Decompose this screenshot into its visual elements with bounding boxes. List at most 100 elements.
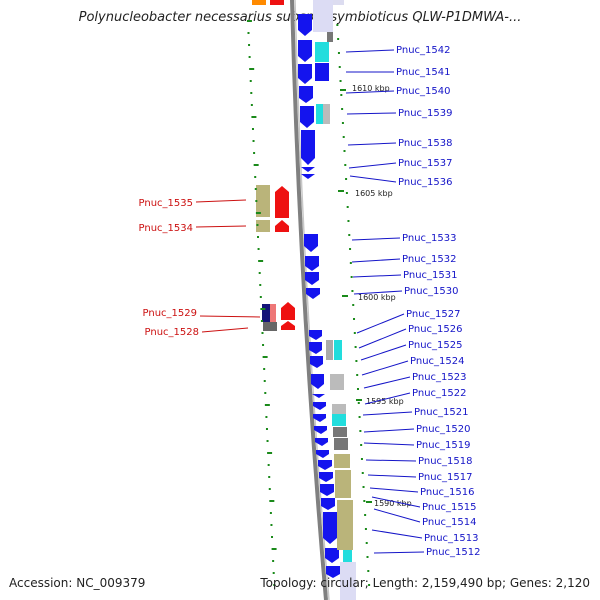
gc-content-dot xyxy=(359,430,362,432)
reverse-gene-label[interactable]: Pnuc_1529 xyxy=(143,308,197,319)
gc-skew-dot xyxy=(257,248,260,250)
accession-label: Accession: NC_009379 xyxy=(9,576,146,590)
cog-boxes xyxy=(315,42,356,600)
gene-label-leader xyxy=(371,529,423,539)
forward-gene-label[interactable]: Pnuc_1516 xyxy=(420,487,474,498)
feature-fragment xyxy=(252,0,266,5)
forward-gene-label[interactable]: Pnuc_1512 xyxy=(426,547,480,558)
kbp-tick-mark xyxy=(340,89,346,91)
gc-skew-dot xyxy=(264,392,267,394)
gene-arrow xyxy=(310,356,323,368)
gc-skew-dot xyxy=(269,500,275,502)
gene-arrow xyxy=(312,394,325,398)
gc-skew-dots xyxy=(246,20,371,586)
gene-arrow xyxy=(298,40,312,62)
gc-skew-dot xyxy=(265,416,268,418)
gene-label-leader xyxy=(345,49,395,53)
gc-content-dot xyxy=(357,402,360,404)
gc-skew-dot xyxy=(248,44,251,46)
forward-gene-label[interactable]: Pnuc_1518 xyxy=(418,456,472,467)
forward-gene-label[interactable]: Pnuc_1536 xyxy=(398,177,452,188)
gc-skew-dot xyxy=(268,488,271,490)
gc-content-dot xyxy=(355,360,358,362)
gc-content-dot xyxy=(339,80,342,82)
forward-gene-label[interactable]: Pnuc_1538 xyxy=(398,138,452,149)
forward-gene-label[interactable]: Pnuc_1526 xyxy=(408,324,462,335)
forward-gene-label[interactable]: Pnuc_1530 xyxy=(404,286,458,297)
genome-summary: Topology: circular; Length: 2,159,490 bp… xyxy=(260,576,590,590)
reverse-gene-features xyxy=(256,185,295,331)
gene-label-leader xyxy=(356,313,405,334)
forward-gene-label[interactable]: Pnuc_1520 xyxy=(416,424,470,435)
cog-box xyxy=(262,304,270,322)
gc-content-dot xyxy=(341,108,344,110)
cog-box xyxy=(343,550,352,562)
forward-gene-label[interactable]: Pnuc_1527 xyxy=(406,309,460,320)
forward-gene-label[interactable]: Pnuc_1525 xyxy=(408,340,462,351)
reverse-gene-label[interactable]: Pnuc_1535 xyxy=(139,198,193,209)
gc-skew-dot xyxy=(254,188,257,190)
gc-content-dot xyxy=(343,150,346,152)
forward-gene-label[interactable]: Pnuc_1521 xyxy=(414,407,468,418)
gc-skew-dot xyxy=(259,284,262,286)
gc-skew-dot xyxy=(271,536,274,538)
gc-skew-dot xyxy=(259,296,262,298)
gene-label-leader xyxy=(195,199,247,203)
kbp-tick-label: 1610 kbp xyxy=(352,84,390,93)
forward-gene-label[interactable]: Pnuc_1540 xyxy=(396,86,450,97)
forward-gene-label[interactable]: Pnuc_1539 xyxy=(398,108,452,119)
forward-gene-arrows xyxy=(298,14,340,578)
forward-gene-label[interactable]: Pnuc_1514 xyxy=(422,517,476,528)
gene-arrow xyxy=(301,130,315,165)
gene-label-leader xyxy=(360,344,407,361)
reverse-gene-label[interactable]: Pnuc_1528 xyxy=(145,327,199,338)
gc-content-dot xyxy=(338,66,341,68)
gc-skew-dot xyxy=(252,140,255,142)
gc-skew-dot xyxy=(271,548,277,550)
gc-content-dot xyxy=(346,206,349,208)
gene-arrow xyxy=(311,374,324,389)
forward-gene-label[interactable]: Pnuc_1524 xyxy=(410,356,464,367)
gc-skew-dot xyxy=(262,356,268,358)
gc-content-dot xyxy=(360,458,363,460)
forward-gene-label[interactable]: Pnuc_1522 xyxy=(412,388,466,399)
gc-content-dot xyxy=(358,416,361,418)
gc-skew-dot xyxy=(272,560,275,562)
cog-box xyxy=(332,404,346,414)
forward-gene-label[interactable]: Pnuc_1542 xyxy=(396,45,450,56)
forward-gene-label[interactable]: Pnuc_1513 xyxy=(424,533,478,544)
gc-skew-dot xyxy=(249,80,252,82)
forward-gene-label[interactable]: Pnuc_1519 xyxy=(416,440,470,451)
forward-gene-label[interactable]: Pnuc_1523 xyxy=(412,372,466,383)
gc-content-dot xyxy=(341,122,344,124)
gc-content-dot xyxy=(337,38,340,40)
gc-content-dot xyxy=(365,542,368,544)
gc-ribbon xyxy=(313,0,333,32)
gc-content-dot xyxy=(337,52,340,54)
gc-skew-dot xyxy=(250,92,253,94)
gene-arrow xyxy=(325,548,339,563)
forward-gene-label[interactable]: Pnuc_1533 xyxy=(402,233,456,244)
forward-gene-label[interactable]: Pnuc_1531 xyxy=(403,270,457,281)
gene-label-leader xyxy=(352,274,402,278)
gc-skew-dot xyxy=(270,524,273,526)
gene-arrow xyxy=(306,288,320,299)
reverse-gene-label[interactable]: Pnuc_1534 xyxy=(139,223,193,234)
gc-skew-dot xyxy=(247,32,250,34)
gc-content-dot xyxy=(367,570,370,572)
forward-gene-label[interactable]: Pnuc_1515 xyxy=(422,502,476,513)
forward-gene-label[interactable]: Pnuc_1532 xyxy=(402,254,456,265)
gene-arrow xyxy=(275,186,289,218)
forward-gene-label[interactable]: Pnuc_1537 xyxy=(398,158,452,169)
gc-skew-dot xyxy=(262,344,265,346)
gene-arrow xyxy=(313,402,326,410)
gc-skew-dot xyxy=(253,152,256,154)
gene-label-leader xyxy=(363,442,415,446)
forward-gene-label[interactable]: Pnuc_1541 xyxy=(396,67,450,78)
gene-label-leader xyxy=(363,428,415,433)
kbp-ticks: 1610 kbp 1605 kbp 1600 kbp 1595 kbp 1590 kbp xyxy=(338,84,412,508)
gc-skew-dot xyxy=(269,512,272,514)
gene-label-leader xyxy=(362,411,413,416)
forward-gene-label[interactable]: Pnuc_1517 xyxy=(418,472,472,483)
